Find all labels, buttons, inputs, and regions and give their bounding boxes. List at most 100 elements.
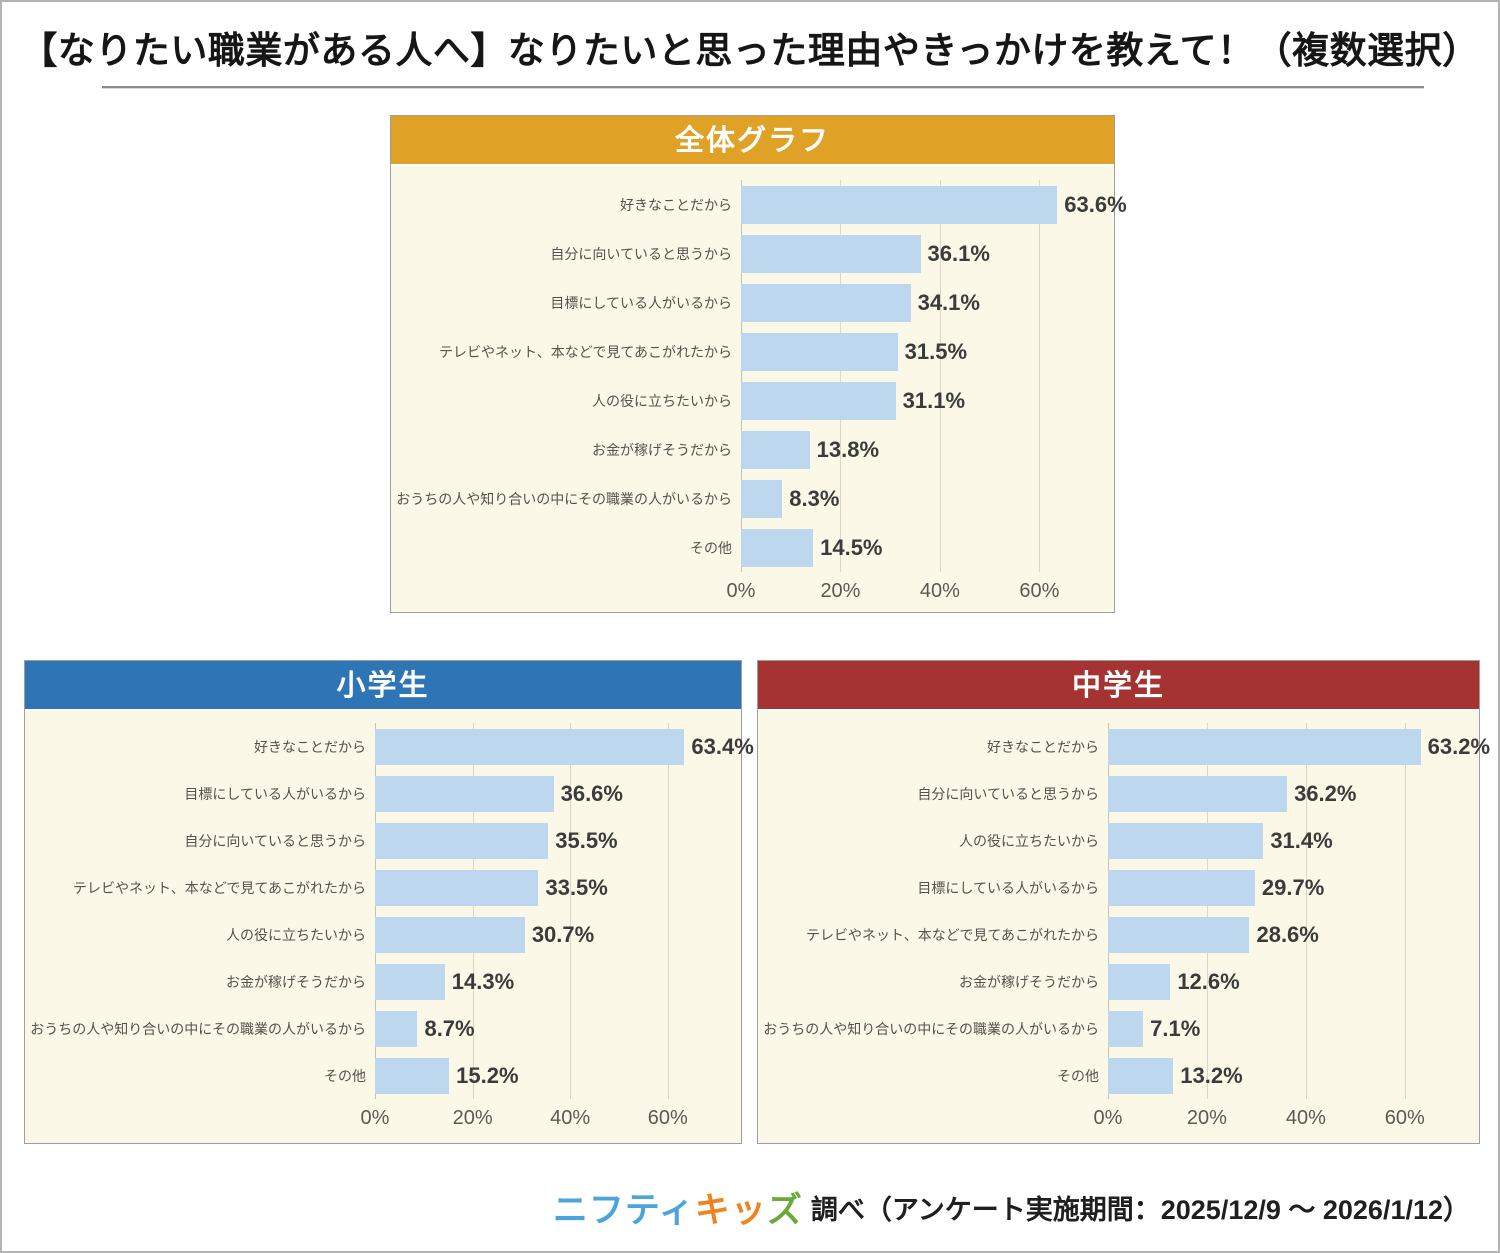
value-label: 36.2% bbox=[1294, 780, 1357, 806]
category-label: その他 bbox=[690, 539, 732, 556]
plot-cell: 36.6% bbox=[375, 770, 741, 817]
value-label: 63.2% bbox=[1427, 733, 1491, 759]
category-label: 自分に向いていると思うから bbox=[917, 785, 1099, 802]
bar-row: その他 14.5% bbox=[391, 523, 1114, 572]
x-axis-overall: 0% 20% 40% 60% bbox=[727, 572, 1114, 608]
chart-body-elementary: 好きなことだから 63.4% 目標にしている人がいるから 36.6% 自分に向いていると… bbox=[25, 711, 754, 1139]
plot-cell: 63.2% bbox=[1108, 723, 1490, 770]
logo-kids-char: キ bbox=[694, 1191, 731, 1230]
gridline bbox=[375, 723, 376, 1099]
category-label: その他 bbox=[324, 1067, 366, 1084]
bar-row: 自分に向いていると思うから 36.2% bbox=[758, 770, 1479, 817]
bar-row: 目標にしている人がいるから 36.6% bbox=[25, 770, 741, 817]
bar bbox=[375, 916, 525, 953]
bar bbox=[741, 234, 921, 273]
plot-cell: 14.3% bbox=[375, 958, 741, 1005]
category-label: 好きなことだから bbox=[620, 196, 732, 213]
chart-title-overall: 全体グラフ bbox=[674, 125, 830, 157]
bar bbox=[741, 528, 814, 567]
title-underline bbox=[102, 86, 1424, 89]
bar-row: 好きなことだから 63.4% bbox=[25, 723, 754, 770]
plot-cell: 15.2% bbox=[375, 1052, 741, 1099]
bar bbox=[1108, 1057, 1174, 1094]
chart-title-junior-high: 中学生 bbox=[1071, 670, 1165, 702]
bar-rows-junior-high: 好きなことだから 63.2% 自分に向いていると思うから 36.2% 人の役に立ちたいか… bbox=[758, 711, 1490, 1099]
plot-cell: 28.6% bbox=[1108, 911, 1479, 958]
value-label: 8.3% bbox=[789, 485, 840, 511]
gridlines-elementary bbox=[375, 723, 741, 1099]
bar bbox=[1108, 775, 1288, 812]
gridline bbox=[472, 723, 474, 1099]
x-axis-tick: 0% bbox=[360, 1107, 390, 1129]
category-label: その他 bbox=[1057, 1067, 1099, 1084]
bar-row: 目標にしている人がいるから 29.7% bbox=[758, 864, 1479, 911]
x-axis-tick: 20% bbox=[452, 1107, 493, 1129]
bar bbox=[1108, 1010, 1144, 1047]
category-label: おうちの人や知り合いの中にその職業の人がいるから bbox=[396, 490, 732, 507]
gridline bbox=[570, 723, 572, 1099]
category-label: 自分に向いていると思うから bbox=[184, 832, 366, 849]
value-label: 29.7% bbox=[1261, 874, 1325, 900]
value-label: 31.1% bbox=[902, 387, 966, 413]
plot-cell: 8.3% bbox=[741, 474, 1114, 523]
value-label: 34.1% bbox=[917, 289, 980, 315]
value-label: 35.5% bbox=[555, 827, 618, 853]
value-label: 33.5% bbox=[545, 874, 608, 900]
chart-header-overall: 全体グラフ bbox=[391, 116, 1114, 166]
chart-header-junior-high: 中学生 bbox=[758, 661, 1479, 711]
value-label: 8.7% bbox=[424, 1015, 475, 1041]
bar-row: おうちの人や知り合いの中にその職業の人がいるから 7.1% bbox=[758, 1005, 1479, 1052]
value-label: 7.1% bbox=[1150, 1015, 1201, 1041]
plot-cell: 36.2% bbox=[1108, 770, 1479, 817]
value-label: 28.6% bbox=[1256, 921, 1319, 947]
bar-row: お金が稼げそうだから 14.3% bbox=[25, 958, 741, 1005]
x-axis-tick: 60% bbox=[1384, 1107, 1425, 1129]
bar bbox=[1108, 963, 1171, 1000]
x-axis-tick: 0% bbox=[726, 580, 756, 602]
nifty-kids-logo: ニフティキッズ bbox=[553, 1182, 803, 1233]
bar bbox=[375, 822, 549, 859]
bar bbox=[741, 283, 911, 322]
category-label: 目標にしている人がいるから bbox=[550, 294, 732, 311]
plot-cell: 31.1% bbox=[741, 376, 1114, 425]
category-label: 人の役に立ちたいから bbox=[226, 926, 366, 943]
logo-kids-char: ズ bbox=[766, 1191, 803, 1230]
category-label: 目標にしている人がいるから bbox=[917, 879, 1099, 896]
gridline bbox=[939, 180, 941, 572]
value-label: 14.5% bbox=[820, 534, 883, 560]
bar-row: 好きなことだから 63.2% bbox=[758, 723, 1490, 770]
bar-rows-overall: 好きなことだから 63.6% 自分に向いていると思うから 36.1% 目標にしている人が… bbox=[391, 166, 1127, 572]
bar bbox=[741, 185, 1058, 224]
chart-panel-elementary: 小学生 好きなことだから 63.4% 目標にしている人がいるから 36.6% 自分に向い… bbox=[24, 660, 754, 1144]
x-axis-tick: 20% bbox=[820, 580, 861, 602]
chart-title-elementary: 小学生 bbox=[336, 670, 430, 702]
category-label: 人の役に立ちたいから bbox=[959, 832, 1099, 849]
value-label: 31.4% bbox=[1270, 827, 1333, 853]
category-label: 自分に向いていると思うから bbox=[550, 245, 732, 262]
bar-row: 人の役に立ちたいから 31.1% bbox=[391, 376, 1114, 425]
gridline bbox=[741, 180, 742, 572]
plot-cell: 63.4% bbox=[375, 723, 754, 770]
bar bbox=[375, 775, 554, 812]
bar-row: 人の役に立ちたいから 31.4% bbox=[758, 817, 1479, 864]
plot-cell: 30.7% bbox=[375, 911, 741, 958]
value-label: 30.7% bbox=[531, 921, 595, 947]
category-label: テレビやネット、本などで見てあこがれたから bbox=[438, 343, 732, 360]
value-label: 31.5% bbox=[904, 338, 968, 364]
bar bbox=[741, 430, 810, 469]
bar bbox=[741, 479, 783, 518]
value-label: 13.2% bbox=[1180, 1062, 1243, 1088]
bar bbox=[741, 332, 898, 371]
x-axis-tick: 40% bbox=[1285, 1107, 1326, 1129]
category-label: 好きなことだから bbox=[987, 738, 1099, 755]
bar bbox=[1108, 916, 1250, 953]
x-axis-tick: 40% bbox=[919, 580, 960, 602]
chart-body-junior-high: 好きなことだから 63.2% 自分に向いていると思うから 36.2% 人の役に立ちたいか… bbox=[758, 711, 1490, 1139]
gridline bbox=[1108, 723, 1109, 1099]
gridlines-junior-high bbox=[1108, 723, 1479, 1099]
category-label: お金が稼げそうだから bbox=[959, 973, 1099, 990]
logo-nifty-text: ニフティ bbox=[552, 1191, 695, 1230]
x-axis-tick: 0% bbox=[1093, 1107, 1123, 1129]
category-label: 好きなことだから bbox=[254, 738, 366, 755]
